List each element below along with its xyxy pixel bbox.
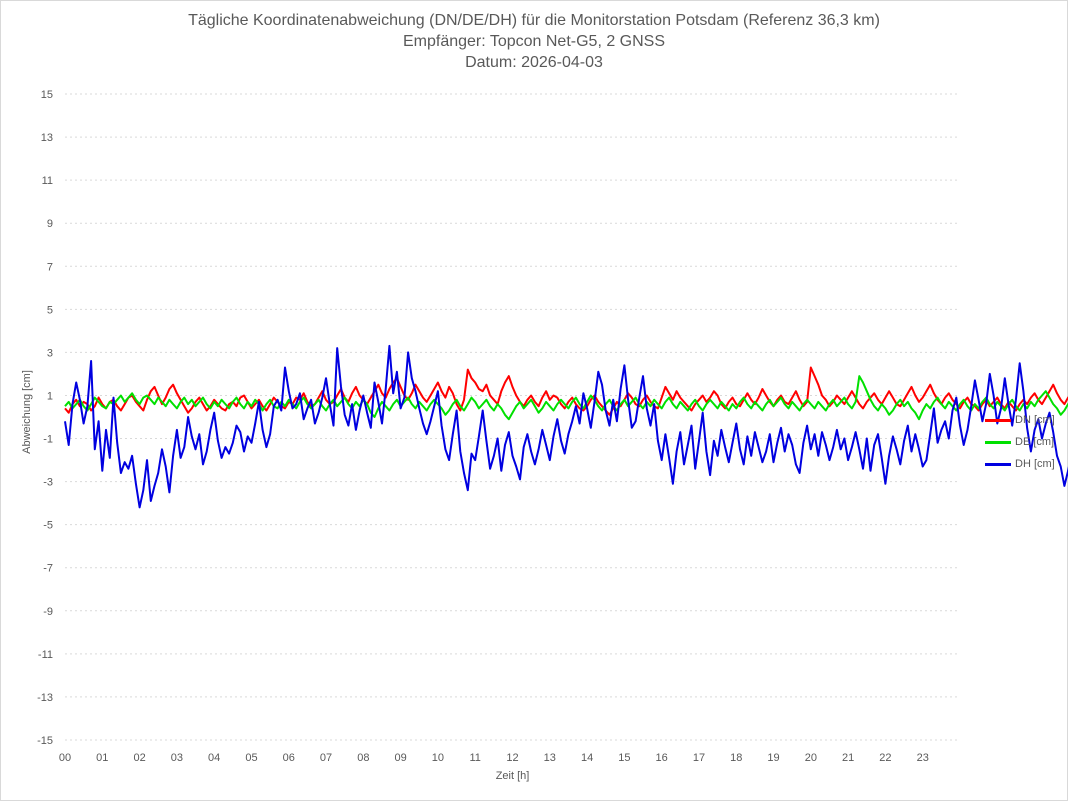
legend-swatch [985, 440, 1011, 444]
x-tick-label: 15 [618, 752, 630, 764]
chart-date: Datum: 2026-04-03 [465, 54, 603, 71]
y-tick-label: -3 [43, 477, 53, 489]
x-tick-label: 22 [879, 752, 891, 764]
x-tick-label: 07 [320, 752, 332, 764]
legend-item: DH [cm] [985, 453, 1055, 475]
x-tick-label: 14 [581, 752, 593, 764]
legend-item: DE [cm] [985, 431, 1055, 453]
chart-title: Tägliche Koordinatenabweichung (DN/DE/DH… [188, 12, 880, 29]
y-tick-label: 9 [47, 218, 53, 230]
x-tick-label: 17 [693, 752, 705, 764]
y-axis-ticks: 15 13 11 9 7 5 3 1 -1 -3 -5 -7 -9 -11 -13 -15 [37, 89, 53, 747]
y-tick-label: -9 [43, 606, 53, 618]
y-tick-label: -13 [37, 692, 53, 704]
x-tick-label: 20 [805, 752, 817, 764]
y-tick-label: -1 [43, 434, 53, 446]
x-axis-ticks: 00 01 02 03 04 05 06 07 08 09 10 11 12 13 14 15 16 17 18 19… [59, 752, 929, 764]
x-tick-label: 01 [96, 752, 108, 764]
y-tick-label: 13 [41, 132, 53, 144]
x-tick-label: 08 [357, 752, 369, 764]
legend-swatch [985, 462, 1011, 466]
legend-swatch [985, 418, 1011, 422]
x-tick-label: 03 [171, 752, 183, 764]
x-tick-label: 11 [469, 752, 480, 764]
legend-label: DH [cm] [1015, 458, 1055, 470]
chart-subtitle: Empfänger: Topcon Net-G5, 2 GNSS [402, 33, 666, 50]
x-tick-label: 02 [133, 752, 145, 764]
y-tick-label: 1 [47, 390, 53, 402]
x-tick-label: 10 [432, 752, 444, 764]
series-line-de [64, 375, 1068, 421]
x-tick-label: 13 [544, 752, 556, 764]
y-tick-label: -7 [43, 563, 53, 575]
chart-title-block: Tägliche Koordinatenabweichung (DN/DE/DH… [0, 10, 1068, 73]
y-tick-label: 11 [42, 175, 53, 187]
x-tick-label: 21 [842, 752, 854, 764]
x-tick-label: 09 [395, 752, 407, 764]
y-tick-label: 3 [47, 347, 53, 359]
legend: DN [cm] DE [cm] DH [cm] [985, 409, 1055, 475]
series-line-dh [64, 344, 1068, 509]
x-tick-label: 23 [917, 752, 929, 764]
x-tick-label: 00 [59, 752, 71, 764]
y-tick-label: -5 [43, 520, 53, 532]
gridlines [65, 93, 960, 741]
x-axis-label: Zeit [h] [496, 770, 530, 782]
x-tick-label: 16 [656, 752, 668, 764]
x-tick-label: 04 [208, 752, 220, 764]
legend-item: DN [cm] [985, 409, 1055, 431]
y-tick-label: -15 [37, 735, 53, 747]
y-tick-label: 5 [47, 304, 53, 316]
x-tick-label: 05 [245, 752, 257, 764]
x-tick-label: 12 [506, 752, 518, 764]
series-line-dn [64, 366, 1068, 416]
x-tick-label: 06 [283, 752, 295, 764]
legend-label: DN [cm] [1015, 414, 1055, 426]
y-tick-label: -11 [38, 649, 53, 661]
legend-label: DE [cm] [1015, 436, 1055, 448]
x-tick-label: 18 [730, 752, 742, 764]
y-tick-label: 15 [41, 89, 53, 101]
y-tick-label: 7 [47, 261, 53, 273]
x-tick-label: 19 [767, 752, 779, 764]
series-lines [64, 344, 1068, 509]
y-axis-label: Abweichung [cm] [21, 370, 33, 454]
